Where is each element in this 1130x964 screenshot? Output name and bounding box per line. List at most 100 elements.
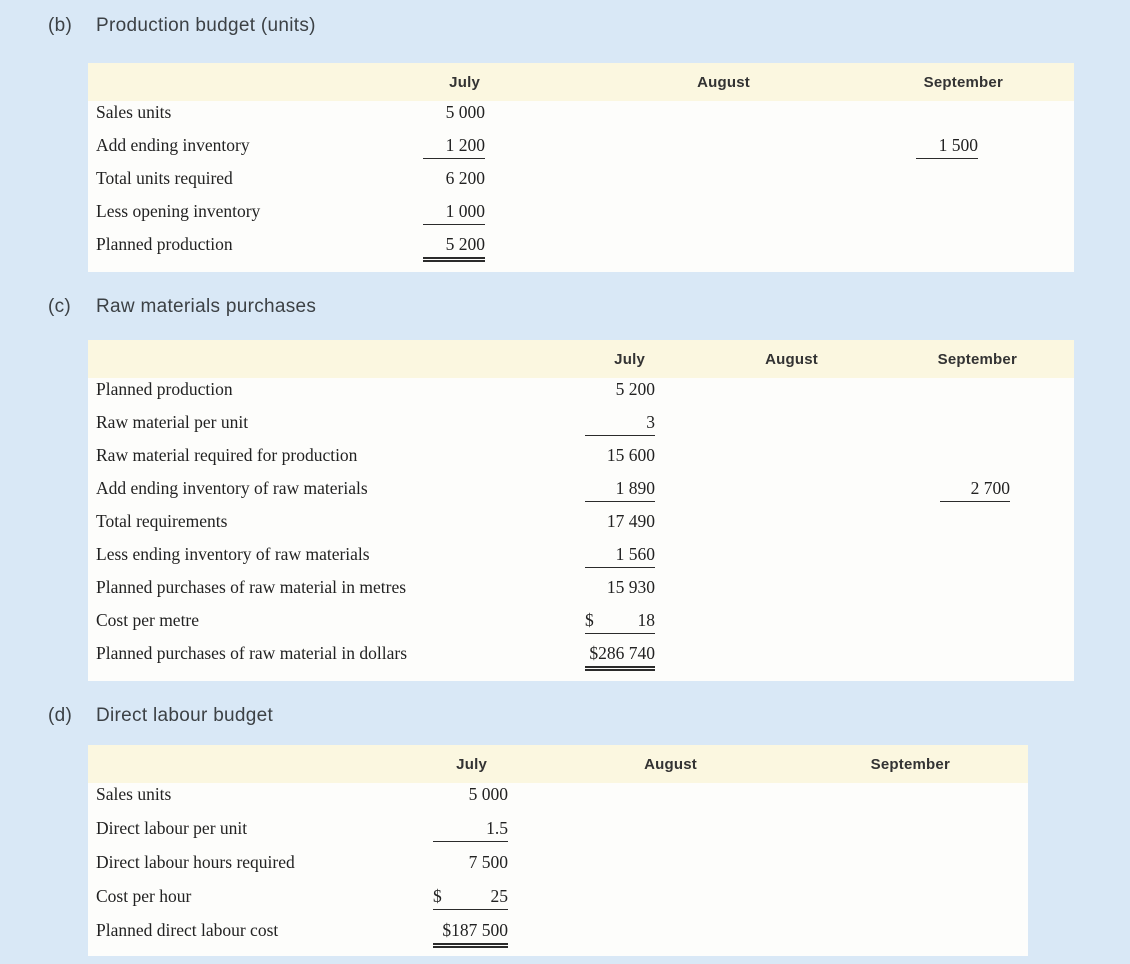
header-august: August xyxy=(508,745,697,783)
value: 1 000 xyxy=(423,200,485,225)
value: $25 xyxy=(433,885,508,910)
row-label: Sales units xyxy=(96,784,172,804)
cell-august xyxy=(655,609,818,642)
value: 15 930 xyxy=(606,577,655,597)
cell-august xyxy=(655,543,818,576)
cell-july: 1 560 xyxy=(518,543,655,576)
dollar-sign: $ xyxy=(585,610,594,630)
cell-september xyxy=(697,817,950,851)
table-row: Planned production 5 200 xyxy=(88,378,1074,411)
cell-august xyxy=(485,101,750,134)
table-row: Raw material per unit 3 xyxy=(88,411,1074,444)
spacer-cell xyxy=(950,817,1028,851)
amount: 25 xyxy=(490,886,509,906)
spacer-cell xyxy=(1017,411,1074,444)
cell-september xyxy=(818,510,1017,543)
header-row: July August September xyxy=(88,340,1074,378)
spacer-cell xyxy=(950,783,1028,817)
row-label: Total requirements xyxy=(96,511,228,531)
cell-july: 7 500 xyxy=(338,851,508,885)
table-row: Less ending inventory of raw materials 1 … xyxy=(88,543,1074,576)
table-row: Planned direct labour cost $187 500 xyxy=(88,919,1028,953)
cell-july: 1 200 xyxy=(338,134,485,167)
table-row: Planned purchases of raw material in dol… xyxy=(88,642,1074,675)
cell-september xyxy=(818,642,1017,675)
row-label: Cost per metre xyxy=(96,610,200,630)
value: 1 500 xyxy=(916,134,978,159)
section-marker: (d) xyxy=(48,705,73,726)
row-label: Direct labour per unit xyxy=(96,818,248,838)
cell-august xyxy=(508,885,697,919)
row-label: Add ending inventory of raw materials xyxy=(96,478,368,498)
value: 1 200 xyxy=(423,134,485,159)
spacer-cell xyxy=(1003,200,1074,233)
cell-july: 5 200 xyxy=(338,233,485,266)
section-raw-materials: (c) Raw materials purchases July August … xyxy=(48,295,1130,681)
section-marker: (c) xyxy=(48,296,72,317)
cell-september xyxy=(750,200,1003,233)
cell-september xyxy=(697,919,950,953)
row-label: Add ending inventory xyxy=(96,135,250,155)
cell-august xyxy=(508,919,697,953)
spacer-cell xyxy=(1003,101,1074,134)
value: 1.5 xyxy=(433,817,508,842)
cell-july: 5 200 xyxy=(518,378,655,411)
table-row: Direct labour per unit 1.5 xyxy=(88,817,1028,851)
amount: 18 xyxy=(637,610,656,630)
section-title: Raw materials purchases xyxy=(96,296,317,317)
table-header: July August September xyxy=(88,63,1074,101)
header-july: July xyxy=(338,63,485,101)
cell-july: 15 600 xyxy=(518,444,655,477)
cell-september xyxy=(818,576,1017,609)
production-budget-table: July August September Sales units 5 000 Ad… xyxy=(88,63,1074,266)
spacer-cell xyxy=(1017,543,1074,576)
row-label: Planned production xyxy=(96,379,233,399)
cell-august xyxy=(485,134,750,167)
section-title: Direct labour budget xyxy=(96,705,274,726)
header-august: August xyxy=(655,340,818,378)
table-row: Cost per metre $18 xyxy=(88,609,1074,642)
cell-september xyxy=(750,101,1003,134)
cell-july: 1 890 xyxy=(518,477,655,510)
header-august: August xyxy=(485,63,750,101)
section-production-budget: (b) Production budget (units) July Augus… xyxy=(48,14,1130,272)
value: $18 xyxy=(585,609,655,634)
cell-august xyxy=(655,411,818,444)
cell-august xyxy=(655,444,818,477)
cell-july: 5 000 xyxy=(338,101,485,134)
header-july: July xyxy=(338,745,508,783)
spacer-cell xyxy=(950,919,1028,953)
cell-august xyxy=(485,233,750,266)
cell-august xyxy=(655,510,818,543)
table-row: Planned purchases of raw material in met… xyxy=(88,576,1074,609)
header-september: September xyxy=(818,340,1017,378)
section-marker: (b) xyxy=(48,15,73,36)
cell-august xyxy=(655,477,818,510)
table-row: Cost per hour $25 xyxy=(88,885,1028,919)
table-body: Sales units 5 000 Add ending inventory 1 20… xyxy=(88,101,1074,266)
table-row: Direct labour hours required 7 500 xyxy=(88,851,1028,885)
value: 5 000 xyxy=(445,102,485,122)
cell-august xyxy=(485,200,750,233)
cell-august xyxy=(508,817,697,851)
cell-september xyxy=(697,885,950,919)
section-heading: (b) Production budget (units) xyxy=(48,14,1130,38)
row-label: Planned direct labour cost xyxy=(96,920,279,940)
table-row: Less opening inventory 1 000 xyxy=(88,200,1074,233)
spacer-cell xyxy=(1017,609,1074,642)
cell-july: 3 xyxy=(518,411,655,444)
header-label-cell xyxy=(88,63,338,101)
spacer-cell xyxy=(1003,167,1074,200)
header-july: July xyxy=(518,340,655,378)
cell-july: $25 xyxy=(338,885,508,919)
cell-july: 17 490 xyxy=(518,510,655,543)
table-row: Sales units 5 000 xyxy=(88,101,1074,134)
spacer-cell xyxy=(1017,477,1074,510)
table-row: Add ending inventory 1 200 1 500 xyxy=(88,134,1074,167)
section-heading: (c) Raw materials purchases xyxy=(48,295,1130,319)
header-september: September xyxy=(750,63,1003,101)
cell-july: $187 500 xyxy=(338,919,508,953)
table-row: Planned production 5 200 xyxy=(88,233,1074,266)
table-card: July August September Sales units 5 000 Di… xyxy=(88,745,1028,956)
